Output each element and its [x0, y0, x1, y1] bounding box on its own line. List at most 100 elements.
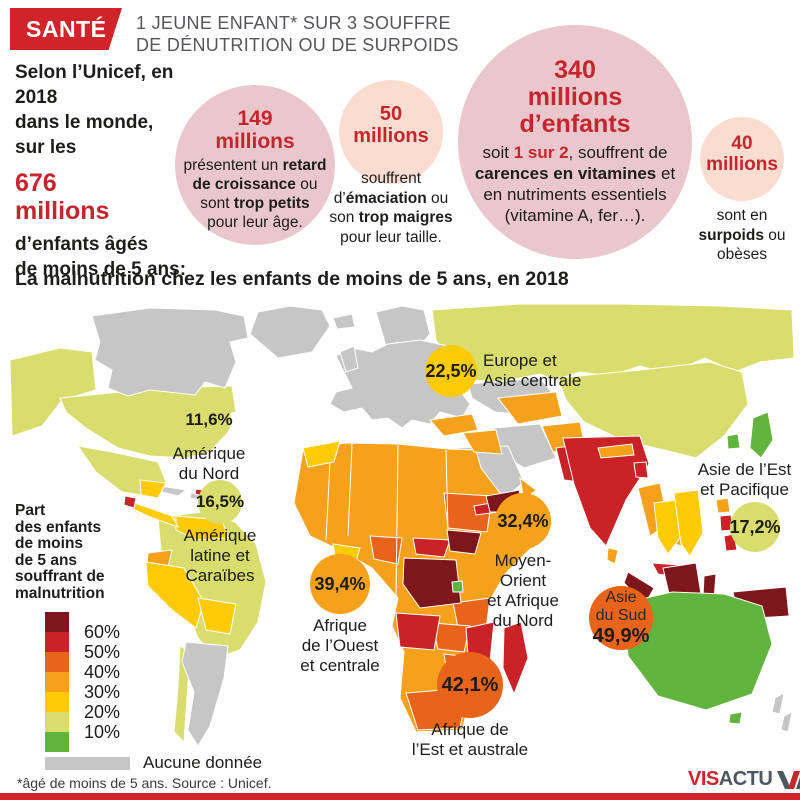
text-segment: trop maigres: [358, 209, 453, 226]
region-value: 32,4%: [497, 510, 549, 531]
region-bubble-mena: 32,4%: [495, 493, 551, 549]
text-segment: et en nutriments essentiels (vitamine A,…: [483, 164, 676, 225]
text-segment: ou sont: [200, 176, 318, 212]
legend-title: Part des enfants de moins de 5 ans souff…: [15, 502, 105, 602]
region-value: 16,5%: [195, 492, 245, 511]
headline-line2: DE DÉNUTRITION OU DE SURPOIDS: [136, 35, 459, 55]
region-label-line: et Afrique: [487, 591, 559, 610]
legend-swatch-band20: [45, 692, 69, 712]
text-segment: sont en: [716, 207, 768, 224]
legend-title-line: souffrant de: [15, 568, 105, 585]
region-label-north-america: Amérique du Nord: [134, 444, 284, 484]
region-label-line: Europe et: [483, 351, 557, 370]
map-section-title: La malnutrition chez les enfants de moin…: [15, 268, 569, 290]
region-value: 11,6%: [185, 410, 233, 429]
text-segment: ou obèses: [717, 226, 786, 264]
region-label-europe-central-asia: Europe et Asie centrale: [483, 351, 643, 391]
category-label: SANTÉ: [26, 15, 107, 42]
legend-swatch-band50: [45, 632, 69, 652]
category-banner: SANTÉ: [10, 8, 122, 50]
region-label-line: et centrale: [300, 656, 380, 675]
text-segment: émaciation: [345, 189, 427, 207]
logo-text-dark: ACTU: [718, 768, 773, 790]
stat-value: 40: [731, 133, 753, 154]
stat-desc: soit 1 sur 2, souffrent de carences en v…: [458, 142, 692, 226]
region-label-east-asia-pacific: Asie de l’Est et Pacifique: [667, 460, 800, 500]
text-segment: soit: [482, 143, 514, 162]
stat-circle-wasting: 50 millions: [339, 80, 443, 184]
stat-unit: millions: [706, 154, 778, 175]
region-label-line: de l’Ouest: [301, 636, 379, 655]
legend-tick: 30%: [84, 682, 121, 702]
legend-scale: [45, 612, 69, 752]
source-footnote: *âgé de moins de 5 ans. Source : Unicef.: [17, 775, 272, 791]
legend-tick: 60%: [84, 622, 121, 642]
region-label-line: Afrique: [313, 616, 367, 635]
stat-unit: millions: [527, 83, 623, 111]
intro-line: dans le monde,: [15, 112, 154, 133]
stat-unit2: d’enfants: [519, 110, 631, 138]
legend-swatch-band10: [45, 712, 69, 732]
region-bubble-latin-america: 16,5%: [195, 480, 245, 524]
intro-line: sur les: [15, 137, 77, 158]
region-label-line: Asie: [605, 588, 637, 606]
visactu-logo: VIS ACTU: [688, 768, 800, 791]
region-label-line: Amérique: [183, 526, 257, 545]
legend-nodata-label: Aucune donnée: [143, 753, 263, 772]
legend-title-line: de moins: [15, 535, 84, 552]
region-bubble-north-america: 11,6%: [185, 398, 233, 442]
region-bubble-west-africa: 39,4%: [310, 554, 370, 614]
legend-swatch-band60: [45, 612, 69, 632]
text-segment: pour leur taille.: [340, 228, 442, 246]
bottom-red-bar: [0, 793, 800, 800]
legend-ticks: 60% 50% 40% 30% 20% 10%: [84, 612, 154, 752]
legend-title-line: des enfants: [15, 518, 102, 536]
region-value: 49,9%: [592, 624, 650, 647]
legend-title-line: de 5 ans: [15, 551, 78, 569]
intro-big-number: 676 millions: [15, 169, 110, 225]
stat-circle-micronutrients: 340 millions d’enfants soit 1 sur 2, sou…: [458, 25, 692, 259]
region-label-mena: Moyen- Orient et Afrique du Nord: [453, 551, 593, 631]
text-segment: retard de croissance: [192, 157, 327, 193]
region-bubble-south-asia: Asie du Sud 49,9%: [589, 586, 653, 650]
region-label-line: l’Est et australe: [411, 740, 529, 759]
region-label-line: latine et: [190, 546, 250, 565]
stat-circle-stunting: 149 millions présentent un retard de cro…: [175, 85, 335, 245]
region-label-line: Caraïbes: [185, 566, 255, 585]
region-label-line: du Sud: [595, 606, 647, 624]
region-bubble-east-africa: 42,1%: [437, 652, 503, 718]
text-segment: présentent un: [183, 157, 283, 174]
text-segment: souffrent d’: [333, 170, 422, 207]
text-segment: ou son: [329, 189, 449, 227]
text-segment: carences en vitamines: [474, 164, 657, 183]
stat-circle-overweight: 40 millions: [700, 117, 784, 201]
region-label-line: et Pacifique: [700, 480, 789, 499]
legend-tick: 20%: [84, 702, 121, 722]
legend-swatch-band30: [45, 672, 69, 692]
legend-tick: 50%: [84, 642, 121, 662]
region-label-line: Asie de l’Est: [697, 460, 792, 479]
region-label-line: Amérique: [172, 444, 246, 463]
text-segment: 1 sur 2: [513, 143, 569, 162]
legend-swatch-band0: [45, 732, 69, 752]
region-label-west-africa: Afrique de l’Ouest et centrale: [270, 616, 410, 676]
stat-value: 340: [554, 56, 596, 84]
region-label-latin-america: Amérique latine et Caraïbes: [145, 526, 295, 586]
visactu-mark-icon: [777, 770, 800, 789]
stat-desc-wasting: souffrent d’émaciation ou son trop maigr…: [326, 169, 456, 247]
intro-line: de moins de 5 ans:: [15, 259, 187, 280]
legend-tick: 40%: [84, 662, 121, 682]
legend-title-line: Part: [15, 502, 46, 519]
intro-line: Selon l’Unicef, en 2018: [15, 62, 174, 108]
text-segment: trop petits: [233, 195, 310, 212]
region-label-line: Orient: [499, 571, 547, 590]
stat-unit: millions: [215, 130, 295, 153]
region-label-line: du Nord: [178, 464, 240, 483]
legend-title-line: malnutrition: [15, 584, 105, 602]
stat-value: 50: [379, 103, 403, 125]
region-bubble-europe-central-asia: 22,5%: [425, 345, 477, 397]
region-bubble-east-asia-pacific: 17,2%: [729, 502, 781, 552]
legend-nodata-swatch: [45, 757, 130, 770]
text-segment: surpoids: [698, 226, 764, 244]
